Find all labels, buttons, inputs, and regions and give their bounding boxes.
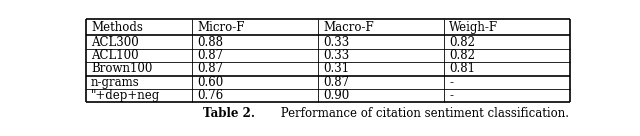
Text: Performance of citation sentiment classification.: Performance of citation sentiment classi… xyxy=(277,107,570,120)
Text: Brown100: Brown100 xyxy=(91,62,152,75)
Text: 0.88: 0.88 xyxy=(197,36,223,49)
Text: 0.90: 0.90 xyxy=(323,89,349,102)
Text: -: - xyxy=(449,76,453,89)
Text: 0.60: 0.60 xyxy=(197,76,223,89)
Text: ACL300: ACL300 xyxy=(91,36,139,49)
Text: "+dep+neg: "+dep+neg xyxy=(91,89,160,102)
Text: ACL100: ACL100 xyxy=(91,49,138,62)
Text: 0.87: 0.87 xyxy=(197,49,223,62)
Text: Macro-F: Macro-F xyxy=(323,21,374,34)
Text: 0.76: 0.76 xyxy=(197,89,223,102)
Text: 0.81: 0.81 xyxy=(449,62,475,75)
Text: Table 2.: Table 2. xyxy=(203,107,255,120)
Text: 0.31: 0.31 xyxy=(323,62,349,75)
Text: Methods: Methods xyxy=(91,21,143,34)
Text: 0.87: 0.87 xyxy=(197,62,223,75)
Text: Micro-F: Micro-F xyxy=(197,21,245,34)
Text: n-grams: n-grams xyxy=(91,76,140,89)
Text: 0.82: 0.82 xyxy=(449,49,475,62)
Text: 0.87: 0.87 xyxy=(323,76,349,89)
Text: 0.82: 0.82 xyxy=(449,36,475,49)
Text: -: - xyxy=(449,89,453,102)
Text: Weigh-F: Weigh-F xyxy=(449,21,499,34)
Text: 0.33: 0.33 xyxy=(323,49,349,62)
Text: 0.33: 0.33 xyxy=(323,36,349,49)
